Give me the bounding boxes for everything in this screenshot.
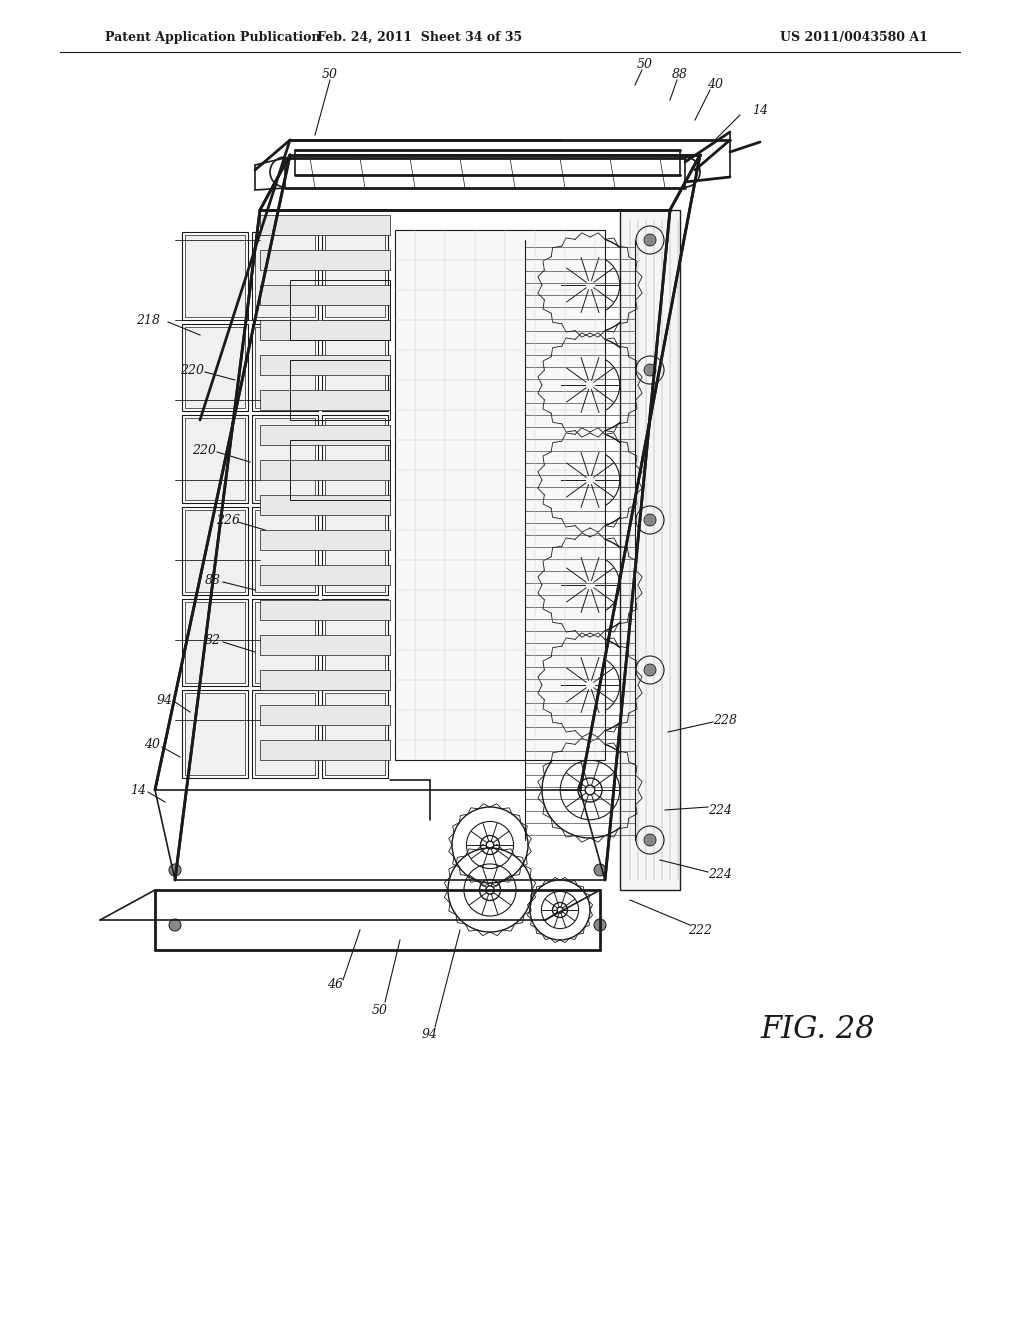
Circle shape [644, 664, 656, 676]
Text: 224: 224 [708, 869, 732, 882]
Bar [395, 230, 605, 760]
Bar [255, 418, 315, 500]
Bar [185, 326, 245, 408]
Bar [182, 690, 248, 777]
Bar [185, 235, 245, 317]
Text: 14: 14 [130, 784, 146, 796]
Bar [260, 319, 390, 341]
Text: 14: 14 [752, 103, 768, 116]
Bar [325, 235, 385, 317]
Bar [185, 693, 245, 775]
Bar [260, 671, 390, 690]
Bar [260, 425, 390, 445]
Bar [260, 389, 390, 411]
Bar [182, 507, 248, 595]
Bar [322, 232, 388, 319]
Bar [325, 693, 385, 775]
Bar [260, 215, 390, 235]
Circle shape [169, 865, 181, 876]
Text: Feb. 24, 2011  Sheet 34 of 35: Feb. 24, 2011 Sheet 34 of 35 [317, 30, 522, 44]
Bar [182, 599, 248, 686]
Bar [260, 459, 390, 480]
Bar [325, 418, 385, 500]
Text: 218: 218 [136, 314, 160, 326]
Text: 88: 88 [672, 69, 688, 82]
Circle shape [644, 834, 656, 846]
Bar [182, 232, 248, 319]
Bar [260, 601, 390, 620]
Text: 220: 220 [180, 363, 204, 376]
Bar [260, 705, 390, 725]
Bar [260, 285, 390, 305]
Bar [252, 599, 318, 686]
Bar [325, 510, 385, 591]
Bar [182, 416, 248, 503]
Bar [252, 232, 318, 319]
Bar [260, 531, 390, 550]
Text: 94: 94 [157, 693, 173, 706]
Text: 82: 82 [205, 634, 221, 647]
Bar [185, 602, 245, 684]
Bar [322, 690, 388, 777]
Text: 222: 222 [688, 924, 712, 936]
Bar [322, 416, 388, 503]
Text: 50: 50 [372, 1003, 388, 1016]
Bar [322, 507, 388, 595]
Circle shape [169, 919, 181, 931]
Bar [322, 599, 388, 686]
Bar [252, 507, 318, 595]
Bar [255, 326, 315, 408]
Bar [252, 323, 318, 412]
Bar [260, 565, 390, 585]
Bar [260, 249, 390, 271]
Bar [260, 355, 390, 375]
Bar [185, 510, 245, 591]
Text: 94: 94 [422, 1028, 438, 1041]
Text: 88: 88 [205, 573, 221, 586]
Bar [255, 602, 315, 684]
Text: 228: 228 [713, 714, 737, 726]
Bar [252, 416, 318, 503]
Text: 46: 46 [327, 978, 343, 991]
Text: 224: 224 [708, 804, 732, 817]
Bar [325, 326, 385, 408]
Text: 220: 220 [193, 444, 216, 457]
Bar [252, 690, 318, 777]
Bar [255, 693, 315, 775]
Bar [290, 360, 390, 420]
Circle shape [644, 513, 656, 525]
Bar [260, 635, 390, 655]
Text: Patent Application Publication: Patent Application Publication [105, 30, 321, 44]
Circle shape [644, 234, 656, 246]
Bar [290, 280, 390, 341]
Text: 50: 50 [322, 69, 338, 82]
Bar [255, 510, 315, 591]
Bar [620, 210, 680, 890]
Text: 50: 50 [637, 58, 653, 71]
Bar [260, 495, 390, 515]
Text: 40: 40 [707, 78, 723, 91]
Text: 226: 226 [216, 513, 240, 527]
Bar [260, 741, 390, 760]
Bar [325, 602, 385, 684]
Text: 40: 40 [144, 738, 160, 751]
Text: FIG. 28: FIG. 28 [760, 1015, 874, 1045]
Bar [182, 323, 248, 412]
Bar [322, 323, 388, 412]
Circle shape [594, 865, 606, 876]
Bar [255, 235, 315, 317]
Circle shape [594, 919, 606, 931]
Bar [185, 418, 245, 500]
Circle shape [644, 364, 656, 376]
Text: US 2011/0043580 A1: US 2011/0043580 A1 [780, 30, 928, 44]
Bar [290, 440, 390, 500]
